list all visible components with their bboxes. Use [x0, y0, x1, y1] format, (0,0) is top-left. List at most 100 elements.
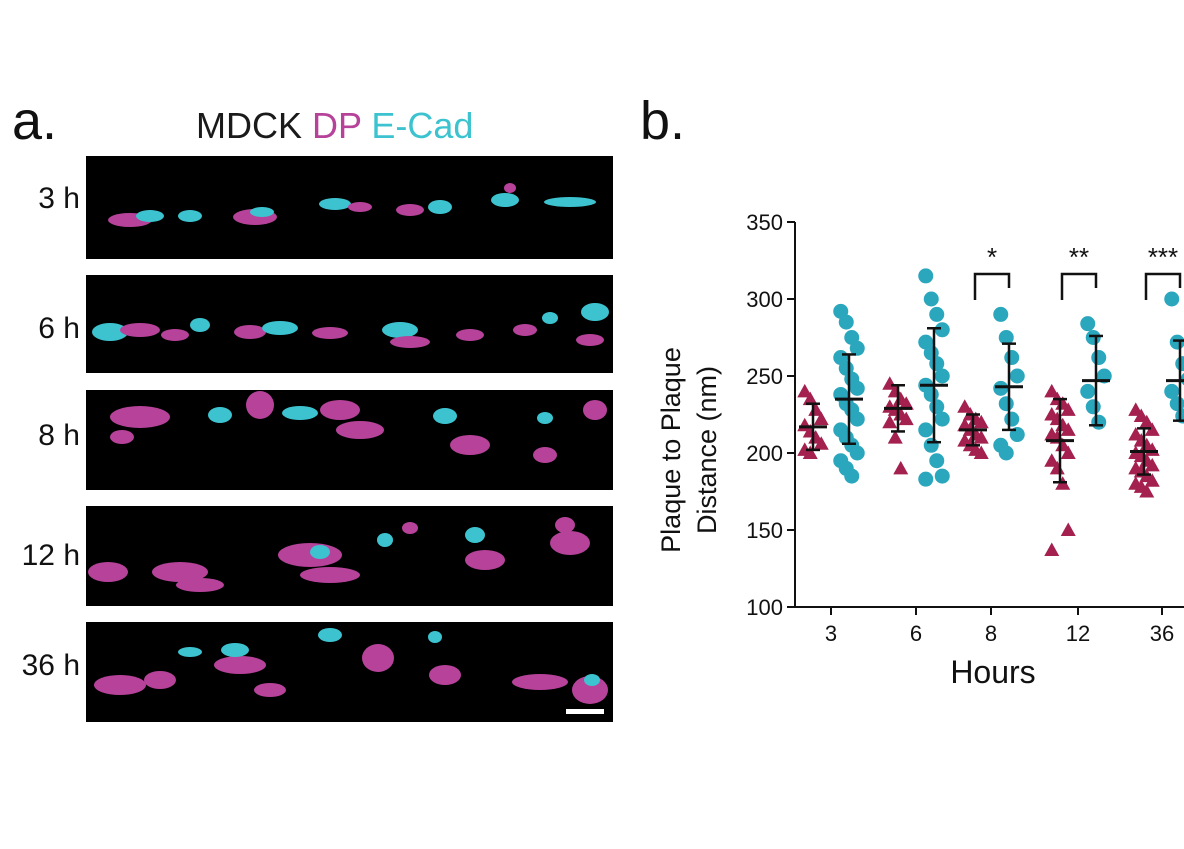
- panel-a-letter: a.: [12, 91, 58, 151]
- strip-6h: [86, 275, 613, 373]
- data-point-circle: [1164, 291, 1180, 307]
- data-point-circle: [918, 268, 934, 284]
- data-point-triangle: [973, 445, 989, 459]
- y-tick-label: 200: [746, 441, 783, 466]
- data-points: [797, 268, 1184, 557]
- strip-36h: [86, 622, 613, 722]
- data-point-circle: [998, 445, 1014, 461]
- data-point-circle: [998, 396, 1014, 412]
- data-point-circle: [849, 380, 865, 396]
- data-point-triangle: [1060, 422, 1076, 436]
- scale-bar: [566, 709, 604, 714]
- data-point-circle: [934, 322, 950, 338]
- data-point-triangle: [973, 414, 989, 429]
- row-label-36h: 36 h: [22, 649, 80, 682]
- data-point-circle: [849, 340, 865, 356]
- y-tick-label: 350: [746, 210, 783, 235]
- blobs-12h: [88, 517, 590, 592]
- data-point-triangle: [1060, 522, 1076, 536]
- data-point-circle: [1169, 334, 1184, 350]
- data-point-triangle: [887, 430, 903, 444]
- data-point-circle: [1091, 414, 1107, 430]
- data-point-circle: [934, 468, 950, 484]
- data-point-circle: [1004, 350, 1020, 366]
- micrograph-strips: 3 h 6 h 8 h: [22, 156, 613, 722]
- blobs-6h: [92, 303, 609, 348]
- significance-brackets: * ** ***: [973, 242, 1182, 300]
- x-axis-label: Hours: [950, 654, 1035, 690]
- data-point-circle: [849, 411, 865, 427]
- data-point-circle: [998, 330, 1014, 345]
- data-point-triangle: [898, 411, 914, 426]
- data-point-circle: [993, 380, 1009, 396]
- title-mdck: MDCK: [196, 105, 302, 146]
- data-point-triangle: [957, 399, 973, 413]
- data-point-circle: [923, 437, 939, 453]
- y-axis-label-line1: Plaque to Plaque: [656, 347, 686, 553]
- plaque-distance-chart: Plaque to Plaque Distance (nm) 100 150 200…: [656, 210, 1184, 690]
- data-point-triangle: [1139, 484, 1155, 498]
- data-point-triangle: [1144, 422, 1160, 436]
- row-label-6h: 6 h: [38, 312, 80, 345]
- x-tick-label: 36: [1150, 621, 1174, 646]
- y-tick-label: 150: [746, 518, 783, 543]
- strip-12h: [86, 506, 613, 606]
- significance-label: **: [1069, 242, 1089, 272]
- data-point-circle: [1080, 383, 1096, 399]
- data-point-circle: [844, 468, 860, 484]
- data-point-triangle: [802, 445, 818, 459]
- y-tick-label: 300: [746, 287, 783, 312]
- data-point-circle: [1009, 368, 1025, 384]
- blobs-36h: [94, 628, 608, 704]
- data-point-circle: [838, 314, 854, 330]
- row-label-12h: 12 h: [22, 539, 80, 572]
- y-tick-label: 100: [746, 595, 783, 620]
- significance-label: ***: [1148, 242, 1178, 272]
- y-tick-label: 250: [746, 364, 783, 389]
- significance-bracket: [1144, 272, 1182, 300]
- x-tick-label: 6: [910, 621, 922, 646]
- row-label-3h: 3 h: [38, 182, 80, 215]
- data-point-triangle: [1144, 473, 1160, 487]
- significance-bracket: [1060, 272, 1098, 300]
- significance-label: *: [987, 242, 997, 272]
- x-tick-label: 3: [825, 621, 837, 646]
- row-label-8h: 8 h: [38, 419, 80, 452]
- data-point-triangle: [1060, 402, 1076, 416]
- data-point-triangle: [813, 411, 829, 426]
- data-point-circle: [934, 411, 950, 427]
- y-ticks: 100 150 200 250 300 350: [746, 210, 795, 620]
- data-point-triangle: [797, 383, 813, 398]
- data-point-triangle: [973, 430, 989, 444]
- x-ticks: 3 6 8 12 36: [825, 607, 1174, 646]
- data-point-triangle: [1044, 453, 1060, 467]
- x-tick-label: 12: [1066, 621, 1090, 646]
- data-point-triangle: [1044, 383, 1060, 398]
- data-point-circle: [929, 453, 945, 469]
- data-point-triangle: [1044, 542, 1060, 557]
- y-axis-label-line2: Distance (nm): [692, 366, 722, 534]
- title-ecad: E-Cad: [371, 105, 474, 146]
- data-point-circle: [934, 368, 950, 384]
- data-point-circle: [1091, 350, 1107, 366]
- data-point-circle: [1164, 383, 1180, 399]
- data-point-circle: [1180, 372, 1184, 386]
- data-point-circle: [1085, 399, 1101, 415]
- data-point-triangle: [813, 436, 829, 450]
- data-point-triangle: [898, 396, 914, 410]
- data-point-circle: [923, 291, 939, 307]
- micrograph-title: MDCK DP E-Cad: [196, 105, 473, 147]
- data-point-triangle: [802, 391, 818, 406]
- data-point-circle: [1080, 316, 1096, 332]
- blobs-8h: [110, 391, 607, 463]
- data-point-triangle: [882, 414, 898, 429]
- panel-b-letter: b.: [640, 91, 686, 151]
- data-point-circle: [1004, 411, 1020, 427]
- data-point-circle: [1085, 330, 1101, 345]
- significance-bracket: [973, 272, 1011, 300]
- data-point-circle: [993, 306, 1009, 322]
- mean-sd-bars: [799, 327, 1184, 484]
- blobs-3h: [108, 183, 596, 227]
- data-point-circle: [849, 445, 865, 461]
- data-point-triangle: [1144, 457, 1160, 472]
